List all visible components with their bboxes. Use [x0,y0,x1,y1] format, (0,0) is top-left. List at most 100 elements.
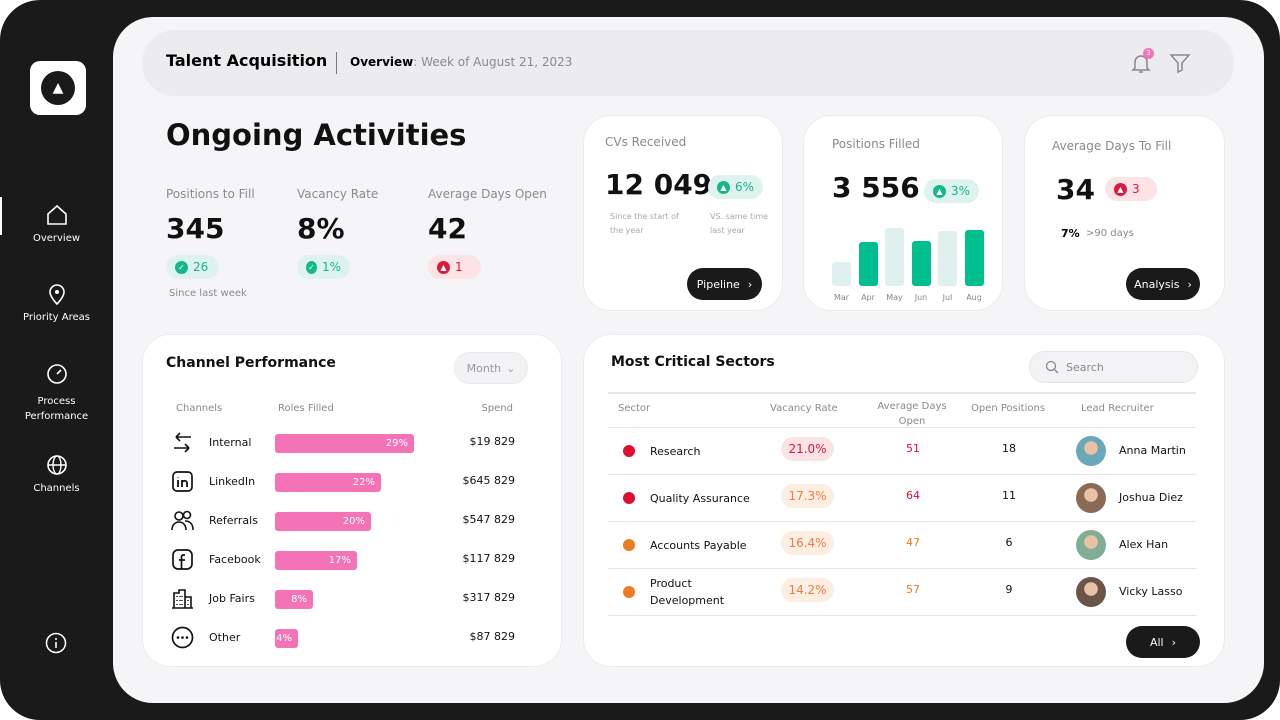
sidebar-item-overview[interactable]: Overview [0,197,113,244]
all-button[interactable]: All › [1126,626,1200,658]
sector-name: Product Development [650,577,725,607]
chart-tick-label: Apr [861,293,875,302]
channel-name: Internal [209,436,252,449]
vacancy-rate-badge: 14.2% [781,578,834,602]
critical-sectors-card [583,334,1225,667]
avg-days-open: 47 [906,536,920,549]
chart-bar-may [885,228,904,286]
open-positions: 11 [1002,489,1016,502]
app-logo[interactable]: ▲ [30,61,86,115]
channel-row-other: Other 4% $87 829 [143,624,563,652]
column-header: Channels [176,403,223,414]
roles-filled-bar: 29% [275,434,414,453]
arrow-up-icon: ✓ [306,260,317,274]
chevron-right-icon: › [747,277,753,291]
recruiter-name: Vicky Lasso [1119,585,1183,598]
positions-filled-card: Positions Filled 3 556 ▲ 3% Mar Apr May J… [803,115,1003,311]
channel-row-facebook: Facebook 17% $117 829 [143,546,563,574]
arrows-swap-icon [174,432,191,453]
sector-row[interactable]: Product Development 14.2% 57 9 Vicky Las… [608,568,1196,615]
chart-bar-aug [964,230,984,286]
sector-row[interactable]: Research 21.0% 51 18 Anna Martin [608,427,1196,474]
over-90-label: >90 days [1086,228,1134,239]
chart-tick-label: Aug [966,293,982,302]
sidebar-item-process-performance[interactable]: Process Performance [0,362,113,424]
cvs-note: VS. same time last year [710,212,769,235]
arrow-up-icon: ▲ [437,260,450,274]
arrow-up-icon: ▲ [1114,182,1127,196]
severity-dot [623,445,635,457]
card-title: CVs Received [605,135,687,149]
channel-spend: $87 829 [469,630,516,643]
card-title: Positions Filled [832,137,920,151]
chevron-down-icon: ⌄ [506,361,516,375]
building-icon [172,589,193,609]
card-title: Average Days To Fill [1052,139,1172,153]
location-pin-icon [48,284,65,306]
cvs-note: Since the start of the year [610,212,679,235]
chevron-right-icon: › [1187,277,1192,291]
sector-name: Research [650,445,701,458]
arrow-up-icon: ▲ [717,180,730,194]
over-90-pct: 7% [1061,227,1080,240]
sidebar-item-channels[interactable]: Channels [0,453,113,494]
chart-bar-jun [911,241,931,286]
column-header: Open Positions [971,403,1046,414]
linkedin-icon [172,471,193,492]
channel-spend: $19 829 [469,435,516,448]
channel-spend: $547 829 [462,513,516,526]
divider [608,615,1196,616]
info-icon[interactable] [45,632,67,658]
sidebar-item-label: Process Performance [24,396,89,422]
divider [336,52,337,74]
vacancy-rate-badge: 21.0% [781,437,834,461]
stat-delta: ✓ 26 [166,255,219,279]
notification-badge: 3 [1143,48,1154,59]
recruiter-avatar [1076,436,1106,466]
home-icon [46,204,67,225]
bell-icon[interactable]: 3 [1130,48,1154,78]
search-input[interactable]: Search [1029,351,1198,383]
avg-days-open: 57 [906,583,920,596]
channel-spend: $317 829 [462,591,516,604]
roles-filled-bar: 8% [275,590,313,609]
filter-icon[interactable] [1169,52,1191,78]
column-header: Roles Filled [278,403,334,414]
stat-label: Vacancy Rate [297,187,379,201]
sector-row[interactable]: Accounts Payable 16.4% 47 6 Alex Han [608,521,1196,568]
search-icon [1045,360,1059,374]
sidebar-item-priority-areas[interactable]: Priority Areas [0,282,113,323]
filled-value: 3 556 [832,171,920,204]
cvs-card: CVs Received 12 049 ▲ 6% Since the start … [583,115,783,311]
chart-tick-label: Jun [914,293,928,302]
overview-label: Overview [350,55,414,69]
period-dropdown[interactable]: Month ⌄ [454,352,528,384]
stat-value: 8% [297,212,345,245]
sidebar-item-label: Channels [33,483,80,494]
avg-days-open: 51 [906,442,920,455]
avg-days-card: Average Days To Fill 34 ▲ 3 7% >90 days A… [1024,115,1225,311]
severity-dot [623,492,635,504]
open-positions: 9 [1005,583,1013,596]
sidebar-item-label: Priority Areas [23,312,90,323]
channel-name: Facebook [209,553,261,566]
analysis-button[interactable]: Analysis › [1126,268,1200,300]
open-positions: 18 [1002,442,1016,455]
roles-filled-bar: 17% [275,551,357,570]
column-header: Spend [481,403,513,414]
recruiter-name: Alex Han [1119,538,1169,551]
globe-icon [46,455,67,475]
days-value: 34 [1056,173,1095,206]
channel-row-job-fairs: Job Fairs 8% $317 829 [143,585,563,613]
people-icon [171,510,194,531]
chart-bar-mar [832,262,851,286]
days-delta: ▲ 3 [1105,177,1157,201]
sector-row[interactable]: Quality Assurance 17.3% 64 11 Joshua Die… [608,474,1196,521]
vacancy-rate-badge: 17.3% [781,484,834,508]
column-header: Lead Recruiter [1081,403,1154,414]
card-title: Most Critical Sectors [611,354,775,370]
channel-spend: $645 829 [462,474,516,487]
arrow-up-icon: ▲ [933,184,946,198]
pipeline-button[interactable]: Pipeline › [687,268,762,300]
severity-dot [623,539,635,551]
